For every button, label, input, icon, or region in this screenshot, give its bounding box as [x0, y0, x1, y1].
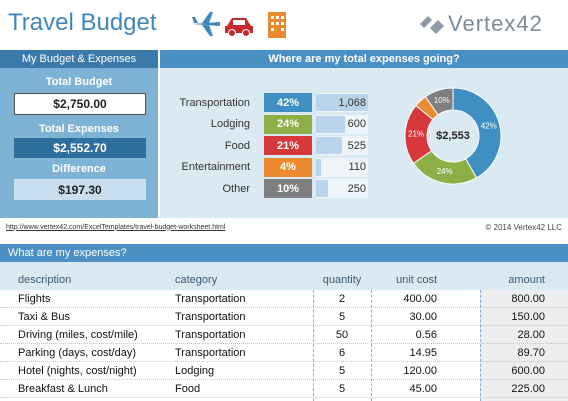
breakdown-heading: Where are my total expenses going?	[160, 50, 568, 68]
slice-label: 10%	[434, 96, 450, 105]
percent-cell: 24%	[264, 114, 312, 134]
percent-cell: 10%	[264, 179, 312, 198]
cell: Food	[175, 383, 201, 395]
cell: 225.00	[511, 383, 545, 395]
cell: Transportation	[175, 329, 246, 341]
data-bar	[316, 180, 329, 197]
donut-slice	[412, 150, 478, 185]
cell: 45.00	[409, 383, 437, 395]
amount-cell	[316, 157, 368, 177]
cell: Taxi & Bus	[18, 311, 70, 323]
donut-center: $2,553	[436, 130, 470, 142]
cell: Transportation	[175, 293, 246, 305]
label: Total Budget	[45, 76, 113, 88]
percent-cell: 4%	[264, 157, 312, 177]
row-border	[0, 343, 568, 344]
column-header: description	[18, 274, 72, 286]
row-border	[0, 307, 568, 308]
cell: 89.70	[517, 347, 545, 359]
summary-heading: My Budget & Expenses	[0, 50, 158, 68]
category: Lodging	[210, 118, 250, 130]
column-divider	[371, 290, 372, 401]
cell: 14.95	[409, 347, 437, 359]
cell: 5	[338, 365, 346, 377]
amount: 1,068	[338, 96, 366, 109]
logo-mark	[420, 16, 444, 34]
category: Other	[222, 182, 250, 195]
cell: 2	[338, 293, 346, 305]
donut-chart: $2,553 42% 24% 21% 10%	[404, 87, 502, 185]
title: Travel Budget	[8, 9, 157, 36]
cell: 400.00	[403, 293, 437, 305]
slice-label: 21%	[408, 130, 424, 139]
cell: 600.00	[511, 365, 545, 377]
data-bar	[316, 158, 322, 176]
cell: 30.00	[409, 311, 437, 323]
cell: 800.00	[511, 293, 545, 305]
percent-cell: 42%	[264, 93, 312, 112]
amount: 110	[348, 161, 366, 173]
amount-cell	[316, 179, 368, 198]
column-divider	[313, 290, 314, 401]
column-divider	[480, 290, 481, 401]
cell: 120.00	[403, 365, 437, 377]
row-border	[0, 379, 568, 380]
cell: Transportation	[175, 311, 246, 323]
row-border	[0, 397, 568, 398]
amount: 250	[347, 182, 366, 195]
cell: Flights	[18, 293, 51, 305]
cell: 28.00	[517, 329, 545, 341]
expenses-heading: What are my expenses?	[0, 244, 568, 262]
row-border	[0, 325, 568, 326]
cell: 5	[338, 383, 346, 395]
value: $197.30	[14, 179, 146, 200]
column-header: category	[175, 274, 218, 286]
row-border	[0, 361, 568, 362]
cell: Breakfast & Lunch	[18, 383, 108, 395]
icons	[192, 12, 286, 38]
data-bar	[316, 137, 342, 154]
copyright: © 2014 Vertex42 LLC	[485, 222, 562, 232]
amount-column-bg	[480, 290, 568, 401]
cell: 6	[338, 347, 346, 359]
amount: 600	[347, 118, 366, 130]
label: Difference	[52, 163, 106, 175]
column-header: unit cost	[396, 274, 437, 286]
logo: Vertex42	[448, 11, 543, 36]
cell: 5	[338, 311, 346, 323]
column-header: quantity	[322, 274, 362, 286]
cell: 0.56	[415, 329, 437, 341]
cell: Transportation	[175, 347, 246, 359]
value: $2,750.00	[14, 93, 146, 115]
slice-label: 42%	[481, 122, 497, 131]
table-header-bg	[0, 262, 568, 290]
category: Entertainment	[181, 161, 250, 173]
cell: Parking (days, cost/day)	[18, 347, 136, 359]
data-bar	[316, 94, 368, 111]
cell: 50	[335, 329, 349, 341]
donut-slice	[404, 104, 434, 165]
cell: Driving (miles, cost/mile)	[18, 329, 138, 341]
percent-cell: 21%	[264, 136, 312, 155]
column-header: amount	[508, 274, 545, 286]
cell: Hotel (nights, cost/night)	[18, 365, 137, 377]
donut-slice	[415, 96, 439, 121]
amount: 525	[347, 139, 366, 152]
cell: 150.00	[511, 311, 545, 323]
label: Total Expenses	[39, 123, 119, 135]
data-bar	[316, 115, 346, 133]
slice-label: 24%	[437, 167, 453, 176]
category: Food	[224, 139, 250, 152]
category: Transportation	[179, 96, 250, 109]
donut-slice	[452, 87, 502, 179]
cell: Lodging	[175, 365, 215, 377]
link[interactable]: http://www.vertex42.com/ExcelTemplates/t…	[6, 223, 226, 231]
value: $2,552.70	[14, 138, 146, 158]
